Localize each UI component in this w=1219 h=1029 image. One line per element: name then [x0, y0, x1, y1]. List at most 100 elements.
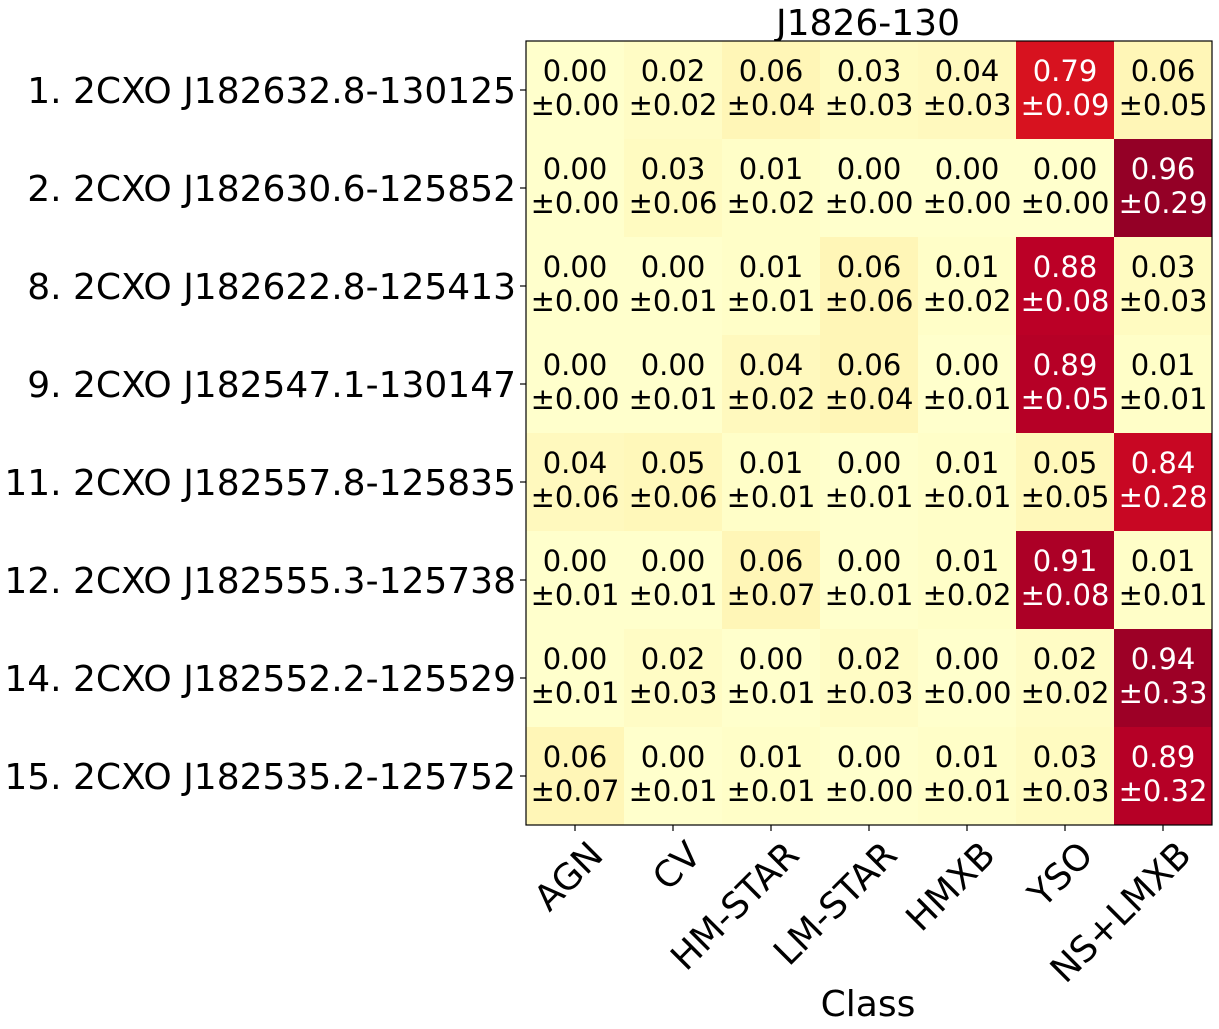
y-tick-label: 9. 2CXO J182547.1-130147 — [27, 365, 516, 406]
heatmap-cell — [624, 237, 722, 335]
heatmap-cell — [722, 433, 820, 531]
cell-error-label: ±0.01 — [727, 774, 816, 808]
cell-value-label: 0.02 — [641, 54, 706, 88]
heatmap-cell — [526, 41, 624, 139]
x-tick-label: CV — [645, 834, 709, 898]
cell-error-label: ±0.01 — [825, 480, 914, 514]
heatmap-cell — [1114, 237, 1212, 335]
cell-error-label: ±0.03 — [1021, 774, 1110, 808]
heatmap-cell — [1114, 531, 1212, 629]
y-tick-label: 2. 2CXO J182630.6-125852 — [27, 169, 516, 210]
cell-value-label: 0.02 — [641, 642, 706, 676]
cell-value-label: 0.00 — [543, 54, 608, 88]
cell-value-label: 0.06 — [739, 54, 804, 88]
cell-value-label: 0.00 — [837, 544, 902, 578]
cell-error-label: ±0.03 — [923, 88, 1012, 122]
cell-error-label: ±0.28 — [1119, 480, 1208, 514]
cell-error-label: ±0.07 — [727, 578, 816, 612]
cell-value-label: 0.03 — [1131, 250, 1196, 284]
cell-value-label: 0.00 — [739, 642, 804, 676]
cell-error-label: ±0.02 — [1021, 676, 1110, 710]
heatmap-cell — [624, 335, 722, 433]
cell-error-label: ±0.04 — [727, 88, 816, 122]
cell-value-label: 0.00 — [543, 348, 608, 382]
heatmap-cell — [1016, 531, 1114, 629]
cell-value-label: 0.00 — [837, 446, 902, 480]
cell-error-label: ±0.03 — [629, 676, 718, 710]
cell-value-label: 0.04 — [935, 54, 1000, 88]
cell-error-label: ±0.00 — [825, 186, 914, 220]
heatmap-cell — [918, 629, 1016, 727]
heatmap-cell — [722, 727, 820, 825]
heatmap-cell — [1114, 335, 1212, 433]
heatmap-cell — [1016, 139, 1114, 237]
heatmap-cells: 0.00±0.000.02±0.020.06±0.040.03±0.030.04… — [526, 41, 1212, 825]
cell-error-label: ±0.00 — [825, 774, 914, 808]
heatmap-cell — [1016, 335, 1114, 433]
heatmap-cell — [1016, 237, 1114, 335]
cell-error-label: ±0.05 — [1021, 382, 1110, 416]
cell-value-label: 0.05 — [1033, 446, 1098, 480]
heatmap-cell — [526, 727, 624, 825]
cell-value-label: 0.06 — [739, 544, 804, 578]
cell-error-label: ±0.00 — [531, 88, 620, 122]
cell-value-label: 0.01 — [935, 446, 1000, 480]
heatmap-cell — [820, 41, 918, 139]
heatmap-cell — [820, 139, 918, 237]
cell-error-label: ±0.02 — [923, 578, 1012, 612]
cell-error-label: ±0.01 — [727, 676, 816, 710]
cell-error-label: ±0.01 — [531, 676, 620, 710]
cell-value-label: 0.01 — [1131, 348, 1196, 382]
cell-error-label: ±0.05 — [1119, 88, 1208, 122]
heatmap-cell — [624, 433, 722, 531]
cell-error-label: ±0.01 — [923, 774, 1012, 808]
cell-value-label: 0.02 — [837, 642, 902, 676]
cell-value-label: 0.01 — [739, 152, 804, 186]
cell-error-label: ±0.00 — [531, 284, 620, 318]
heatmap-cell — [918, 433, 1016, 531]
cell-error-label: ±0.07 — [531, 774, 620, 808]
x-tick-label: YSO — [1020, 834, 1101, 915]
y-tick-label: 14. 2CXO J182552.2-125529 — [4, 659, 516, 700]
cell-error-label: ±0.03 — [825, 676, 914, 710]
heatmap-cell — [820, 335, 918, 433]
cell-error-label: ±0.01 — [629, 774, 718, 808]
cell-value-label: 0.00 — [543, 152, 608, 186]
heatmap-cell — [526, 629, 624, 727]
y-tick-label: 1. 2CXO J182632.8-130125 — [27, 71, 516, 112]
cell-value-label: 0.03 — [1033, 740, 1098, 774]
cell-error-label: ±0.02 — [629, 88, 718, 122]
heatmap-cell — [1114, 433, 1212, 531]
heatmap-cell — [918, 531, 1016, 629]
cell-error-label: ±0.01 — [825, 578, 914, 612]
cell-value-label: 0.00 — [543, 250, 608, 284]
heatmap-cell — [918, 727, 1016, 825]
cell-value-label: 0.88 — [1033, 250, 1098, 284]
cell-value-label: 0.89 — [1033, 348, 1098, 382]
cell-error-label: ±0.00 — [1021, 186, 1110, 220]
cell-value-label: 0.00 — [935, 642, 1000, 676]
cell-value-label: 0.02 — [1033, 642, 1098, 676]
heatmap-cell — [820, 727, 918, 825]
cell-value-label: 0.06 — [1131, 54, 1196, 88]
y-tick-label: 11. 2CXO J182557.8-125835 — [4, 463, 516, 504]
cell-value-label: 0.00 — [1033, 152, 1098, 186]
cell-error-label: ±0.08 — [1021, 284, 1110, 318]
heatmap-cell — [1016, 41, 1114, 139]
heatmap-cell — [1114, 629, 1212, 727]
heatmap-cell — [526, 433, 624, 531]
cell-error-label: ±0.00 — [531, 382, 620, 416]
cell-value-label: 0.89 — [1131, 740, 1196, 774]
cell-value-label: 0.04 — [543, 446, 608, 480]
cell-error-label: ±0.08 — [1021, 578, 1110, 612]
cell-error-label: ±0.06 — [825, 284, 914, 318]
cell-value-label: 0.00 — [543, 544, 608, 578]
cell-error-label: ±0.01 — [629, 578, 718, 612]
x-tick-label: HMXB — [898, 834, 1003, 939]
cell-error-label: ±0.32 — [1119, 774, 1208, 808]
cell-error-label: ±0.01 — [531, 578, 620, 612]
cell-value-label: 0.05 — [641, 446, 706, 480]
cell-error-label: ±0.01 — [923, 480, 1012, 514]
